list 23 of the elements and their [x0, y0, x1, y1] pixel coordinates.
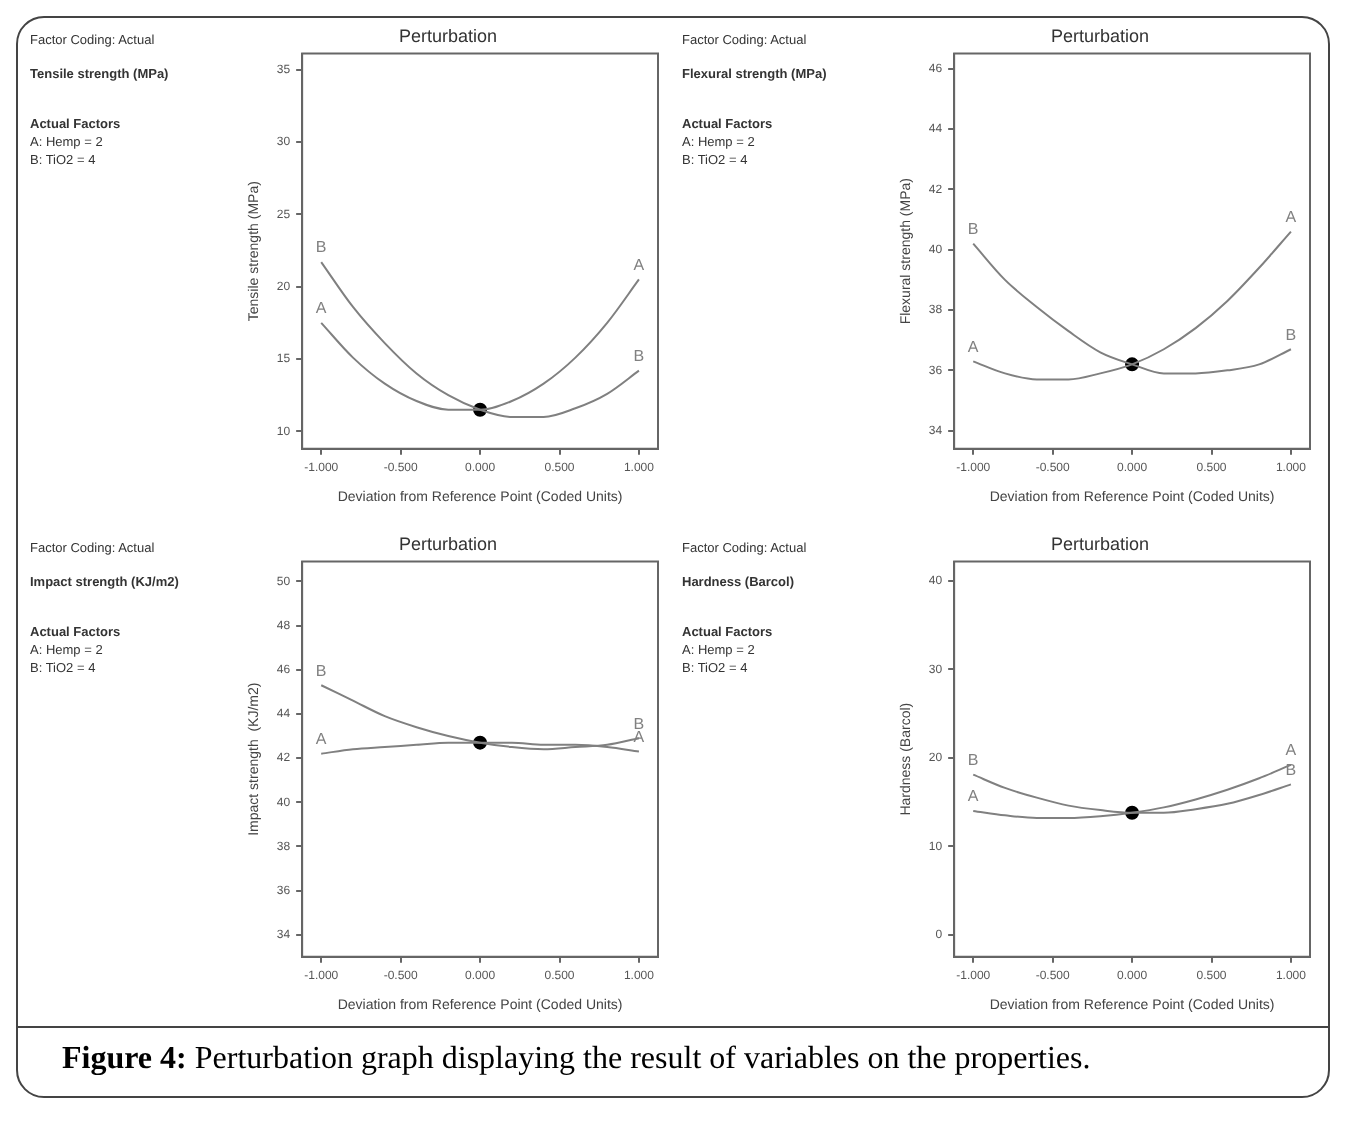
chart-title: Perturbation: [398, 533, 498, 554]
text: B: [967, 751, 979, 770]
text: B: [315, 238, 327, 257]
text: A: [315, 299, 327, 318]
text: A: [1285, 741, 1297, 760]
chart-title: Perturbation: [1050, 25, 1150, 46]
line-series: [972, 763, 1292, 819]
series-label: B: [633, 714, 645, 733]
series-label: B: [1285, 325, 1297, 344]
series-label: B: [1285, 760, 1297, 779]
text: A: [1285, 208, 1297, 226]
series-label: A: [967, 337, 980, 356]
text: B: [315, 661, 327, 680]
line-series: [320, 261, 640, 418]
text: B: [967, 220, 979, 239]
series-label: A: [633, 255, 646, 274]
series-label: A: [967, 787, 980, 806]
chart-title: Perturbation: [1050, 533, 1150, 554]
caption: Figure 4: Perturbation graph displaying the result of variables on the properties.: [62, 1042, 1091, 1076]
line-series: [320, 684, 640, 751]
chart-title: Perturbation: [398, 25, 498, 46]
series-label: A: [315, 730, 328, 749]
series-label: B: [633, 347, 645, 366]
